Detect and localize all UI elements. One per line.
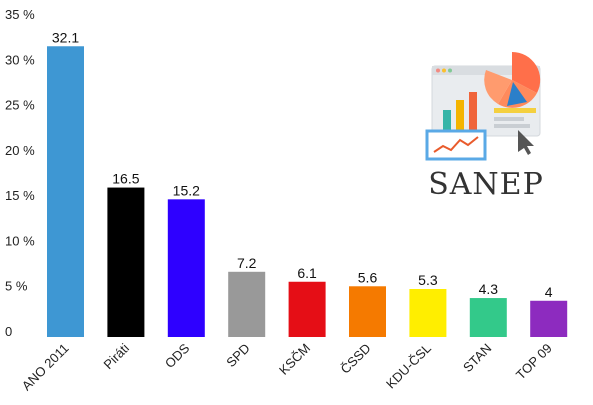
value-label: 5.6 (358, 269, 378, 285)
category-label: SPD (223, 341, 253, 371)
category-label: ČSSD (337, 341, 373, 377)
bar (47, 46, 84, 337)
value-label: 7.2 (237, 255, 257, 271)
category-label: STAN (460, 341, 494, 375)
x-axis: ANO 2011 Piráti ODS SPD KSČM ČSSD KDU-ČSL STAN T… (19, 340, 555, 393)
bar (288, 281, 326, 337)
category-label: Piráti (100, 340, 132, 372)
bar (469, 298, 507, 337)
y-tick-label: 25 % (5, 98, 35, 113)
y-tick-label: 30 % (5, 52, 35, 67)
value-label: 5.3 (418, 272, 438, 288)
value-label: 6.1 (297, 265, 317, 281)
y-tick-label: 20 % (5, 143, 35, 158)
category-label: KDU-ČSL (383, 341, 434, 392)
category-label: KSČM (276, 341, 313, 378)
analytics-dashboard-icon (425, 51, 541, 161)
bars (47, 46, 568, 337)
value-labels: 32.1 16.5 15.2 7.2 6.1 5.6 5.3 4.3 4 (52, 29, 553, 300)
bar (409, 288, 447, 337)
bar (349, 286, 386, 337)
value-label: 4 (545, 284, 553, 300)
category-label: TOP 09 (513, 341, 555, 383)
y-tick-label: 35 % (5, 7, 35, 22)
y-tick-label: 5 % (5, 279, 28, 294)
y-tick-label: 10 % (5, 233, 35, 248)
sanep-logo: SANEP (425, 51, 544, 202)
bar (167, 199, 205, 337)
value-label: 15.2 (173, 182, 200, 198)
value-label: 4.3 (479, 281, 499, 297)
bar (530, 300, 568, 337)
y-tick-label: 0 (5, 324, 12, 339)
bar (107, 187, 145, 337)
y-tick-label: 15 % (5, 188, 35, 203)
value-label: 32.1 (52, 29, 79, 45)
y-axis: 0 5 % 10 % 15 % 20 % 25 % 30 % 35 % (5, 7, 35, 339)
brand-name: SANEP (428, 167, 544, 202)
category-label: ODS (162, 340, 193, 371)
category-label: ANO 2011 (19, 341, 72, 394)
bar (228, 271, 266, 337)
value-label: 16.5 (112, 171, 139, 187)
